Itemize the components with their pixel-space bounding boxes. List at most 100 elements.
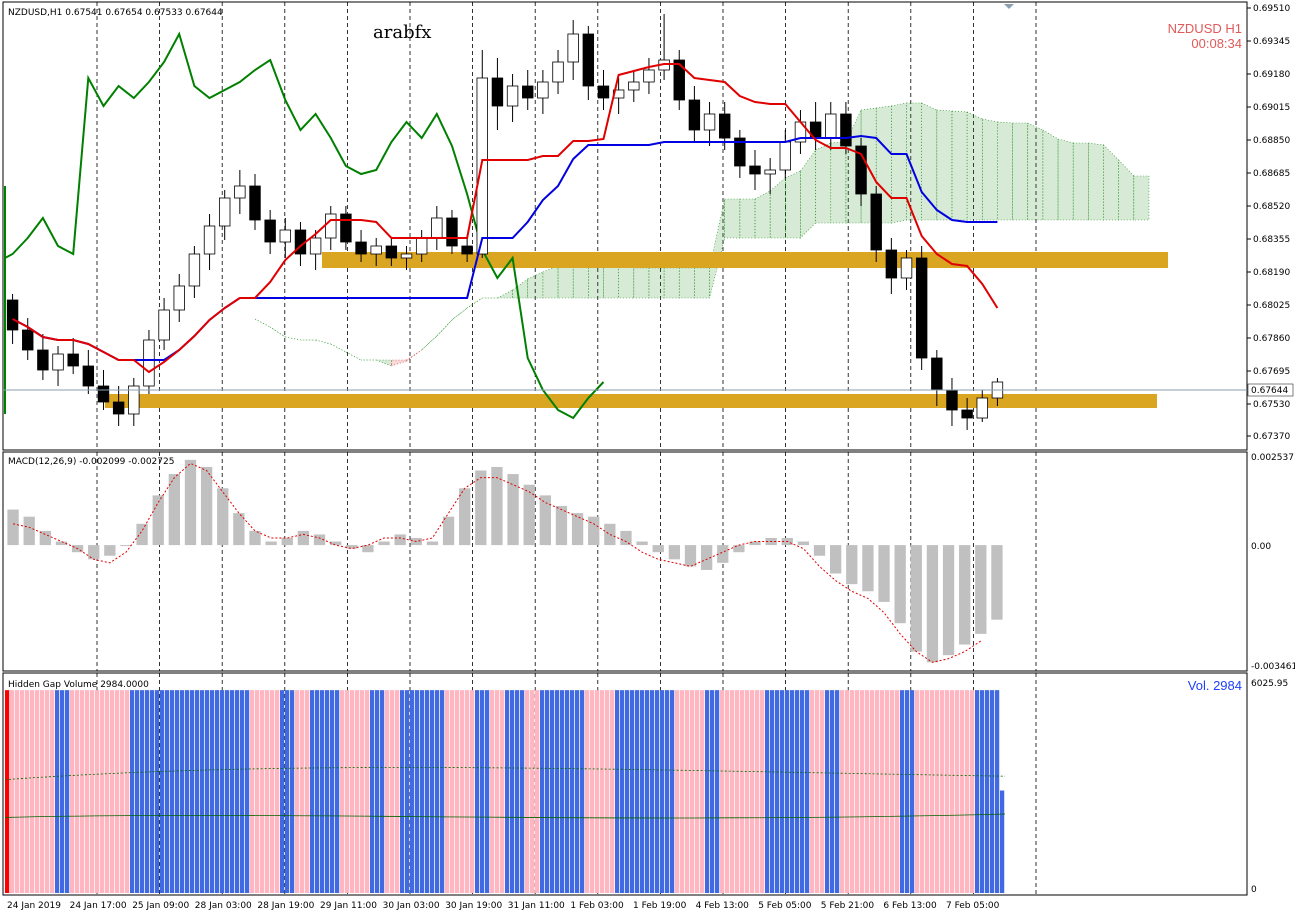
ichimoku-lines xyxy=(12,63,999,374)
volume-bar xyxy=(5,690,10,893)
volume-bar xyxy=(485,690,490,893)
time-tick-label: 1 Feb 03:00 xyxy=(570,901,624,911)
volume-bar xyxy=(880,690,885,893)
chevron-down-icon[interactable] xyxy=(1004,4,1014,9)
macd-bar xyxy=(539,495,551,546)
volume-bar xyxy=(630,690,635,893)
volume-bar xyxy=(845,690,850,893)
candle-body xyxy=(749,165,761,175)
candle-body xyxy=(143,339,155,387)
volume-bar xyxy=(185,690,190,893)
volume-bar xyxy=(840,690,845,893)
chikou-span-line xyxy=(4,31,605,420)
kumo-segment xyxy=(981,118,998,221)
volume-bar xyxy=(395,690,400,893)
volume-bar xyxy=(610,690,615,893)
candle-body xyxy=(476,77,488,255)
volume-bar xyxy=(115,690,120,893)
volume-bar xyxy=(930,690,935,893)
kumo-segment xyxy=(421,335,438,351)
time-tick-label: 7 Feb 05:00 xyxy=(946,901,1000,911)
candle-body xyxy=(537,81,549,99)
volume-title: Hidden Gap Volume 2984.0000 xyxy=(8,680,149,690)
candle-body xyxy=(900,257,913,279)
time-tick-label: 30 Jan 03:00 xyxy=(383,901,440,911)
macd-bar xyxy=(523,484,535,546)
volume-bar xyxy=(325,690,330,893)
volume-bar xyxy=(275,690,280,893)
volume-bar xyxy=(455,690,460,893)
macd-axis-zero: 0.00 xyxy=(1251,542,1271,552)
volume-bar xyxy=(570,690,575,893)
macd-bar xyxy=(813,545,826,556)
candle-body xyxy=(522,85,534,99)
candle-body xyxy=(976,397,988,419)
volume-bar xyxy=(290,690,295,893)
candle-body xyxy=(931,357,943,391)
price-tick-label: 0.67860 xyxy=(1253,334,1290,344)
volume-bar xyxy=(450,690,455,893)
macd-bar xyxy=(959,545,971,645)
price-tick-label: 0.68190 xyxy=(1253,268,1290,278)
volume-bar xyxy=(370,690,375,893)
volume-bar xyxy=(510,690,515,893)
support-zone xyxy=(322,252,1168,268)
price-tick-label: 0.69015 xyxy=(1253,103,1290,113)
volume-bar xyxy=(260,690,265,893)
macd-bar xyxy=(7,509,19,546)
candle-body xyxy=(400,253,413,259)
macd-bar xyxy=(233,513,245,546)
volume-bar xyxy=(635,690,640,893)
time-tick-label: 5 Feb 05:00 xyxy=(758,901,812,911)
kumo-segment xyxy=(739,198,756,239)
price-tick-label: 0.67370 xyxy=(1253,432,1290,442)
macd-bar xyxy=(636,541,648,546)
volume-bar xyxy=(220,690,225,893)
volume-bar xyxy=(320,690,325,893)
symbol-title: NZDUSD H1 xyxy=(1168,21,1242,36)
volume-bar xyxy=(900,690,905,893)
volume-bar xyxy=(520,690,525,893)
volume-bar xyxy=(650,690,655,893)
volume-bar xyxy=(940,690,945,893)
volume-bar xyxy=(155,690,160,893)
volume-bar xyxy=(40,690,45,893)
time-tick-label: 24 Jan 17:00 xyxy=(70,901,127,911)
volume-bar xyxy=(130,690,135,893)
macd-bar xyxy=(442,516,455,546)
volume-bar xyxy=(475,690,480,893)
price-tick-label: 0.69345 xyxy=(1253,37,1290,47)
macd-bar xyxy=(104,545,116,556)
volume-bar xyxy=(20,690,25,893)
candle-body xyxy=(340,213,352,243)
volume-bar xyxy=(810,690,815,893)
volume-bar xyxy=(660,690,665,893)
volume-bar xyxy=(665,690,670,893)
volume-bar xyxy=(580,690,585,893)
volume-bar xyxy=(380,690,385,893)
volume-bar xyxy=(780,690,785,893)
kumo-segment xyxy=(603,258,619,299)
volume-bar xyxy=(390,690,395,893)
time-tick-label: 28 Jan 19:00 xyxy=(257,901,314,911)
kumo-segment xyxy=(891,102,907,224)
macd-bar xyxy=(88,545,100,560)
volume-bar xyxy=(550,690,555,893)
price-tick-label: 0.68520 xyxy=(1253,202,1290,212)
volume-bar xyxy=(330,690,335,893)
time-tick-label: 5 Feb 21:00 xyxy=(821,901,875,911)
candle-body xyxy=(552,61,564,83)
candle-body xyxy=(6,299,19,331)
volume-bar xyxy=(175,690,180,893)
kumo-segment xyxy=(1027,122,1044,221)
volume-bar xyxy=(160,690,165,893)
volume-bar xyxy=(190,690,195,893)
volume-bar xyxy=(595,690,600,893)
time-axis: 24 Jan 2019 24 Jan 17:00 25 Jan 09:00 28 Ja… xyxy=(7,901,1000,911)
candle-body xyxy=(309,237,322,255)
volume-bar xyxy=(385,690,390,893)
tenkan-sen-line xyxy=(12,63,999,374)
kumo-segment xyxy=(512,278,529,299)
time-tick-label: 1 Feb 19:00 xyxy=(633,901,687,911)
macd-bar xyxy=(878,545,890,602)
